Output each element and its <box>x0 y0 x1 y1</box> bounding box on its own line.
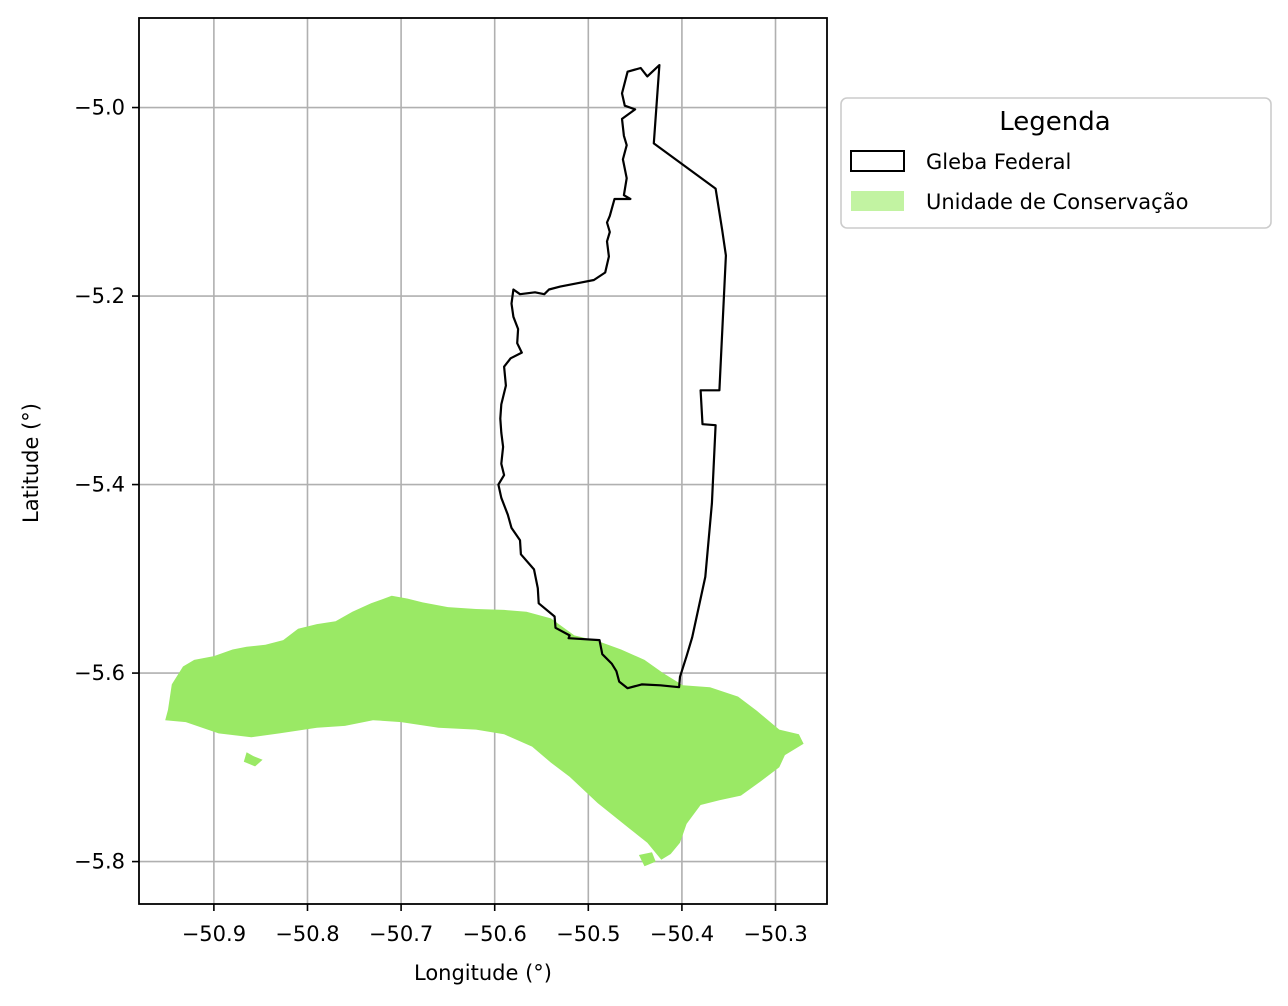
y-tick-label: −5.8 <box>74 850 125 874</box>
x-axis-label: Longitude (°) <box>414 961 552 985</box>
unidade-de-conservacao-island <box>638 852 656 867</box>
y-axis-label: Latitude (°) <box>19 403 43 523</box>
legend-label-gleba-federal: Gleba Federal <box>926 150 1071 174</box>
y-axis-ticks: −5.0 −5.2 −5.4 −5.6 −5.8 <box>74 96 139 874</box>
legend-title: Legenda <box>999 107 1110 137</box>
y-tick-label: −5.4 <box>74 473 125 497</box>
unidade-de-conservacao-area <box>165 595 804 860</box>
x-tick-label: −50.6 <box>463 922 527 946</box>
plot-frame <box>138 17 828 905</box>
y-tick-label: −5.2 <box>74 284 125 308</box>
legend-swatch-unidade-de-conservacao <box>851 191 904 211</box>
legend-box <box>840 97 1272 229</box>
x-tick-label: −50.4 <box>650 922 714 946</box>
y-tick-label: −5.6 <box>74 661 125 685</box>
x-tick-label: −50.3 <box>743 922 807 946</box>
gleba-federal-outline <box>497 63 727 690</box>
legend: Legenda Gleba Federal Unidade de Conserv… <box>840 97 1272 229</box>
legend-swatch-gleba-federal <box>850 150 905 172</box>
map-layers <box>165 63 804 867</box>
x-axis-ticks: −50.9 −50.8 −50.7 −50.6 −50.5 −50.4 −50.3 <box>182 904 808 946</box>
y-tick-label: −5.0 <box>74 96 125 120</box>
x-tick-label: −50.7 <box>369 922 433 946</box>
x-tick-label: −50.8 <box>275 922 339 946</box>
unidade-de-conservacao-island <box>243 752 263 767</box>
x-tick-label: −50.5 <box>556 922 620 946</box>
legend-label-unidade-de-conservacao: Unidade de Conservação <box>926 190 1188 214</box>
x-tick-label: −50.9 <box>182 922 246 946</box>
